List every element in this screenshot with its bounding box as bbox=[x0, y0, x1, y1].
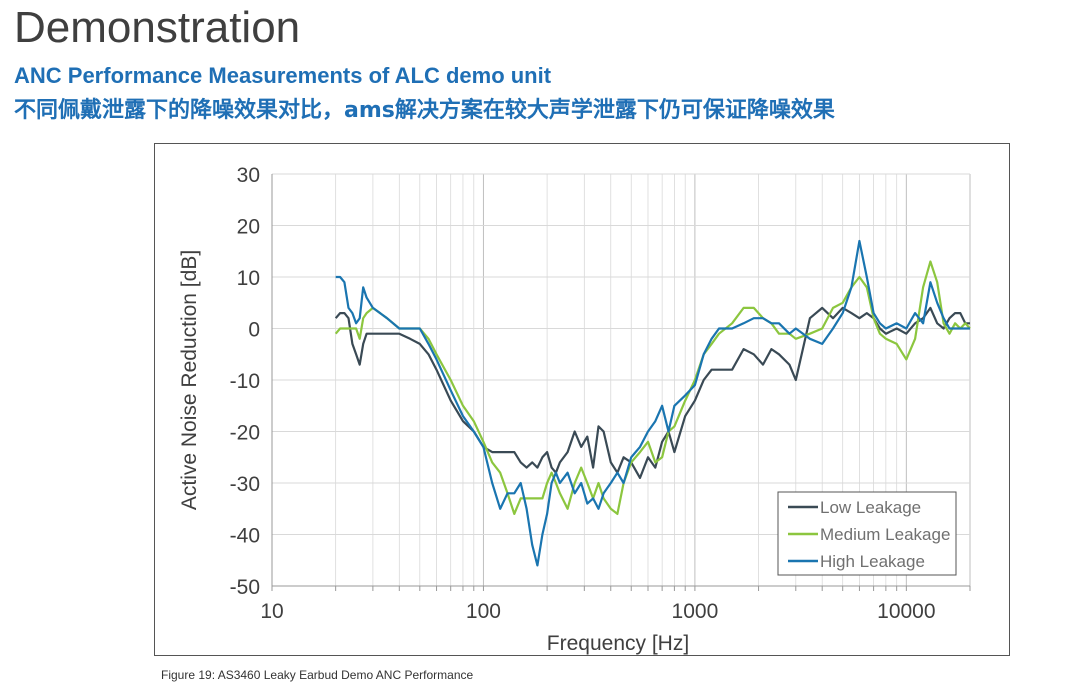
legend-label: High Leakage bbox=[820, 552, 925, 571]
high-leakage-line bbox=[335, 239, 970, 567]
y-tick-label: 10 bbox=[237, 267, 260, 290]
y-tick-label: -10 bbox=[230, 370, 260, 393]
subtitle-english: ANC Performance Measurements of ALC demo… bbox=[14, 63, 552, 88]
y-tick-label: -30 bbox=[230, 473, 260, 496]
y-tick-label: 20 bbox=[237, 216, 260, 239]
legend-label: Low Leakage bbox=[820, 498, 921, 517]
y-tick-label: -50 bbox=[230, 576, 260, 599]
x-tick-label: 100 bbox=[466, 600, 501, 623]
y-tick-label: -40 bbox=[230, 525, 260, 548]
x-tick-label: 10 bbox=[260, 600, 283, 623]
legend-label: Medium Leakage bbox=[820, 525, 950, 544]
y-axis-label: Active Noise Reduction [dB] bbox=[178, 250, 201, 510]
y-tick-label: -20 bbox=[230, 422, 260, 445]
page-title: Demonstration bbox=[14, 3, 301, 52]
x-tick-label: 10000 bbox=[877, 600, 935, 623]
x-axis-label: Frequency [Hz] bbox=[547, 632, 689, 655]
y-tick-label: 30 bbox=[237, 164, 260, 187]
medium-leakage-line bbox=[334, 260, 971, 515]
y-tick-label: 0 bbox=[248, 319, 260, 342]
x-tick-label: 1000 bbox=[672, 600, 719, 623]
chart-frame: 30 20 10 0 -10 -20 -30 -40 -50 10 100 1000 10000 Freq… bbox=[154, 143, 1010, 656]
figure-caption: Figure 19: AS3460 Leaky Earbud Demo ANC … bbox=[161, 668, 474, 682]
subtitle-chinese: 不同佩戴泄露下的降噪效果对比，ams解决方案在较大声学泄露下仍可保证降噪效果 bbox=[14, 98, 835, 123]
